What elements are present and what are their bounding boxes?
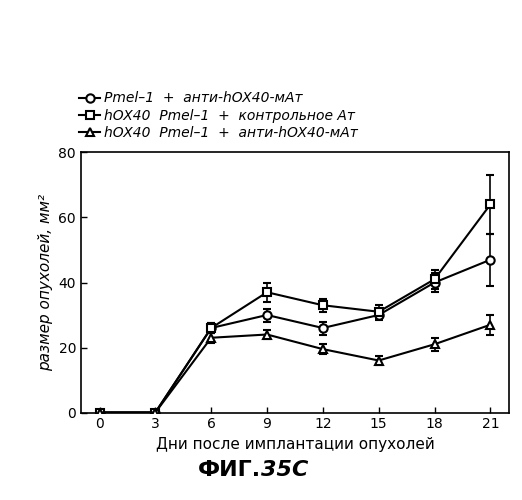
Y-axis label: размер опухолей, мм²: размер опухолей, мм² <box>38 194 53 371</box>
X-axis label: Дни после имплантации опухолей: Дни после имплантации опухолей <box>156 437 434 452</box>
Text: ФИГ.: ФИГ. <box>198 460 261 480</box>
Text: 35C: 35C <box>261 460 309 480</box>
Legend: Pmel–1  +  анти-hOX40-мАт, hOX40  Pmel–1  +  контрольное Ат, hOX40  Pmel–1  +  а: Pmel–1 + анти-hOX40-мАт, hOX40 Pmel–1 + … <box>79 92 358 140</box>
